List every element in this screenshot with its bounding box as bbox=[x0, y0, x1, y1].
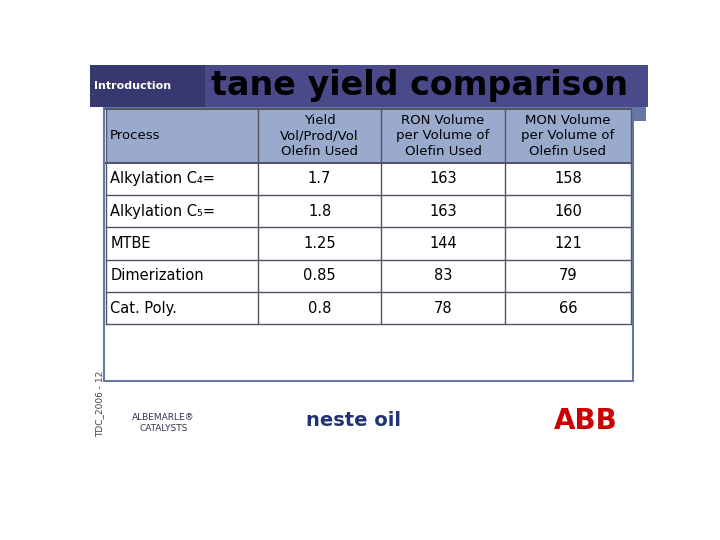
Text: 0.85: 0.85 bbox=[303, 268, 336, 284]
Text: 83: 83 bbox=[434, 268, 452, 284]
Bar bbox=[90, 65, 204, 107]
Bar bbox=[106, 163, 631, 195]
Text: Introduction: Introduction bbox=[94, 81, 171, 91]
Text: 66: 66 bbox=[559, 301, 577, 315]
Bar bbox=[104, 107, 632, 381]
Text: 144: 144 bbox=[429, 236, 457, 251]
Text: RON Volume
per Volume of
Olefin Used: RON Volume per Volume of Olefin Used bbox=[397, 113, 490, 158]
Text: 78: 78 bbox=[433, 301, 452, 315]
Text: Cat. Poly.: Cat. Poly. bbox=[110, 301, 177, 315]
Text: MTBE: MTBE bbox=[110, 236, 150, 251]
Text: Alkylation C₅=: Alkylation C₅= bbox=[110, 204, 215, 219]
Text: 0.8: 0.8 bbox=[308, 301, 331, 315]
Text: 163: 163 bbox=[429, 204, 457, 219]
Text: tane yield comparison: tane yield comparison bbox=[211, 70, 628, 103]
Text: 79: 79 bbox=[559, 268, 577, 284]
Text: 158: 158 bbox=[554, 171, 582, 186]
Text: 1.7: 1.7 bbox=[308, 171, 331, 186]
Text: 1.8: 1.8 bbox=[308, 204, 331, 219]
Text: Yield
Vol/Prod/Vol
Olefin Used: Yield Vol/Prod/Vol Olefin Used bbox=[280, 113, 359, 158]
Bar bbox=[106, 109, 631, 163]
Text: ABB: ABB bbox=[554, 407, 618, 435]
Text: Alkylation C₄=: Alkylation C₄= bbox=[110, 171, 215, 186]
Bar bbox=[204, 107, 647, 121]
Text: MON Volume
per Volume of
Olefin Used: MON Volume per Volume of Olefin Used bbox=[521, 113, 615, 158]
Text: ALBEMARLE®
CATALYSTS: ALBEMARLE® CATALYSTS bbox=[132, 413, 195, 433]
Bar bbox=[204, 65, 648, 107]
Bar bbox=[106, 195, 631, 227]
Text: Dimerization: Dimerization bbox=[110, 268, 204, 284]
Bar bbox=[106, 260, 631, 292]
Text: 160: 160 bbox=[554, 204, 582, 219]
Text: 163: 163 bbox=[429, 171, 457, 186]
Bar bbox=[106, 292, 631, 325]
Text: Process: Process bbox=[110, 129, 161, 142]
Text: 121: 121 bbox=[554, 236, 582, 251]
Text: 1.25: 1.25 bbox=[303, 236, 336, 251]
Bar bbox=[106, 227, 631, 260]
Text: neste oil: neste oil bbox=[306, 411, 401, 430]
Text: TDC_2006 - 12: TDC_2006 - 12 bbox=[95, 370, 104, 437]
